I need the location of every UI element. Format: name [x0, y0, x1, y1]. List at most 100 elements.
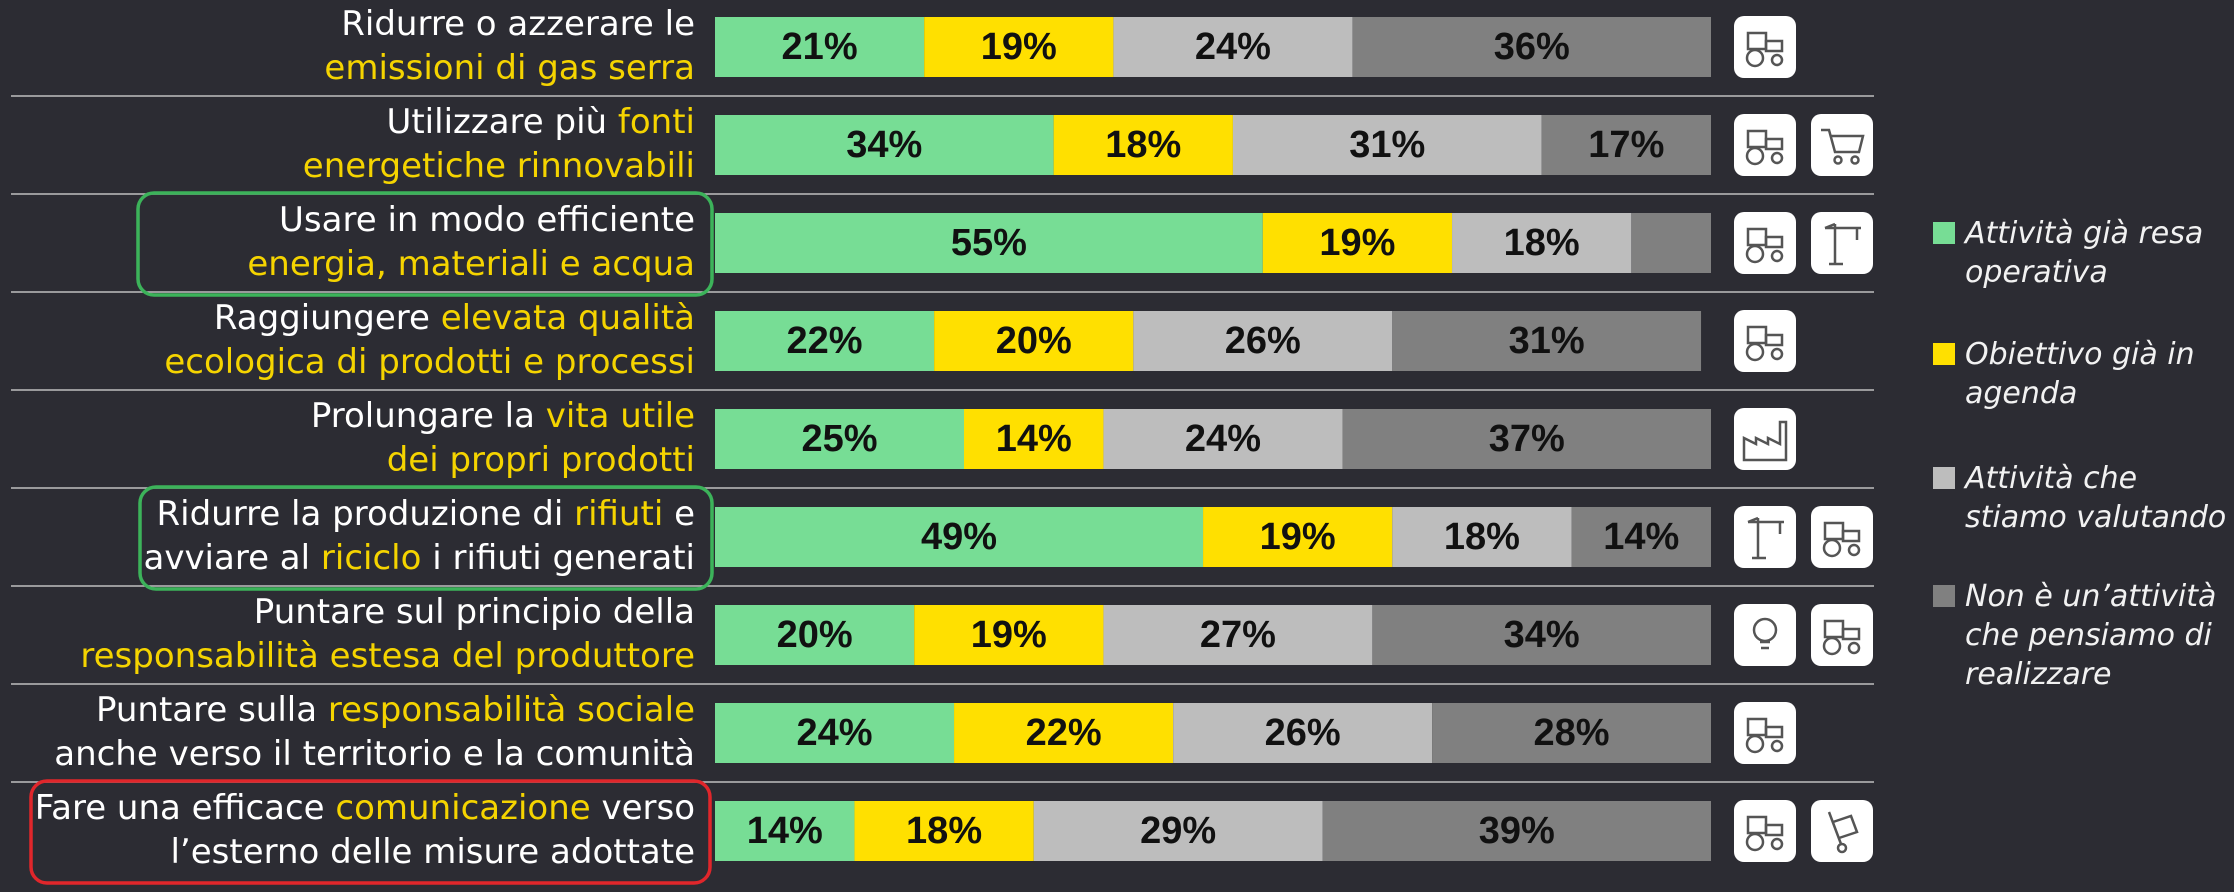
category-label: Puntare sulla responsabilità sociale: [96, 690, 695, 730]
bar-segment: [1352, 17, 1711, 77]
highlight-box: [29, 779, 712, 885]
value-label: 26%: [1265, 712, 1341, 754]
bar-segment: [715, 311, 935, 371]
glyph: [1770, 739, 1784, 753]
value-label: 37%: [1489, 418, 1565, 460]
value-label: 26%: [1225, 320, 1301, 362]
value-label: 24%: [796, 712, 872, 754]
bar-segment: [1103, 409, 1343, 469]
value-label: 22%: [787, 320, 863, 362]
glyph: [1770, 53, 1784, 67]
value-label: 18%: [906, 810, 982, 852]
glyph: [1745, 146, 1765, 166]
label-part: Usare in modo efficiente: [279, 200, 695, 240]
value-label: 19%: [1319, 222, 1395, 264]
bar-segment: [1173, 703, 1433, 763]
glyph: [1841, 627, 1861, 641]
label-part: l’esterno delle misure adottate: [170, 832, 695, 872]
label-part: Fare una efficace: [35, 788, 336, 828]
glyph: [1770, 837, 1784, 851]
glyph: [1770, 347, 1784, 361]
legend-label: Obiettivo già in agenda: [1965, 337, 2195, 411]
legend-swatch: [1933, 343, 1955, 365]
glyph: [1742, 420, 1788, 462]
icon-factory: [1734, 408, 1796, 470]
bar-segment: [1113, 17, 1353, 77]
category-label: dei propri prodotti: [387, 440, 695, 480]
label-part: comunicazione: [335, 788, 590, 828]
glyph: [1833, 155, 1843, 165]
category-label: emissioni di gas serra: [324, 48, 695, 88]
value-label: 19%: [971, 614, 1047, 656]
glyph: [1747, 516, 1784, 560]
bar-segment: [715, 213, 1263, 273]
label-part: energetiche rinnovabili: [303, 146, 695, 186]
icon-tractor: [1734, 702, 1796, 764]
label-part: Utilizzare più: [386, 102, 617, 142]
icon-tractor: [1734, 16, 1796, 78]
bar-segment: [854, 801, 1034, 861]
legend-swatch: [1933, 467, 1955, 489]
category-label: avviare al riciclo i rifiuti generati: [143, 538, 695, 578]
glyph: [1822, 538, 1842, 558]
bar-segment: [914, 605, 1104, 665]
value-label: 14%: [996, 418, 1072, 460]
category-label: Usare in modo efficiente: [279, 200, 695, 240]
glyph: [1847, 543, 1861, 557]
label-part: e: [663, 494, 695, 534]
value-label: 24%: [1185, 418, 1261, 460]
legend-swatch: [1933, 585, 1955, 607]
bar-segment: [715, 409, 964, 469]
value-label: 18%: [1504, 222, 1580, 264]
value-label: 14%: [1603, 516, 1679, 558]
label-part: responsabilità sociale: [328, 690, 695, 730]
value-label: 34%: [1504, 614, 1580, 656]
highlight-box: [136, 191, 714, 297]
category-label: responsabilità estesa del produttore: [80, 636, 695, 676]
value-label: 17%: [1588, 124, 1664, 166]
category-label: energia, materiali e acqua: [247, 244, 695, 284]
bar-segment: [964, 409, 1104, 469]
legend-label: Non è un’attività che pensiamo di realiz…: [1965, 579, 2217, 692]
glyph: [1827, 811, 1859, 845]
glyph: [1745, 832, 1765, 852]
bar-segment: [1322, 801, 1711, 861]
bar-segment: [1392, 311, 1702, 371]
bar-segment: [1432, 703, 1711, 763]
bar-segment: [1342, 409, 1711, 469]
glyph: [1745, 48, 1765, 68]
value-label: 31%: [1509, 320, 1585, 362]
label-part: Ridurre la produzione di: [157, 494, 575, 534]
glyph: [1745, 734, 1765, 754]
bar-segment: [1372, 605, 1711, 665]
value-label: 25%: [801, 418, 877, 460]
value-label: 39%: [1479, 810, 1555, 852]
bar-segment: [1133, 311, 1393, 371]
icon-tractor: [1734, 800, 1796, 862]
category-label: Ridurre la produzione di rifiuti e: [157, 494, 696, 534]
bar-segment: [1232, 115, 1542, 175]
bar-segment: [924, 17, 1114, 77]
label-part: responsabilità estesa del produttore: [80, 636, 695, 676]
label-part: verso: [591, 788, 695, 828]
label-part: elevata qualità: [441, 298, 695, 338]
glyph: [1841, 529, 1861, 543]
bar-segment: [715, 17, 925, 77]
bar-segment: [1033, 801, 1323, 861]
glyph: [1822, 636, 1842, 656]
bar-segment: [1053, 115, 1233, 175]
icon-bg: [1811, 114, 1873, 176]
icon-bulb: [1734, 604, 1796, 666]
icon-tractor: [1811, 604, 1873, 666]
value-label: 36%: [1494, 26, 1570, 68]
glyph: [1764, 725, 1784, 739]
label-part: Prolungare la: [311, 396, 546, 436]
legend-label: Attività che stiamo valutando: [1965, 461, 2227, 535]
label-part: vita utile: [546, 396, 695, 436]
glyph: [1764, 39, 1784, 53]
legend-label: Attività già resa operativa: [1965, 216, 2204, 290]
glyph: [1850, 155, 1860, 165]
value-label: 20%: [777, 614, 853, 656]
icon-tractor: [1734, 114, 1796, 176]
label-part: fonti: [618, 102, 695, 142]
